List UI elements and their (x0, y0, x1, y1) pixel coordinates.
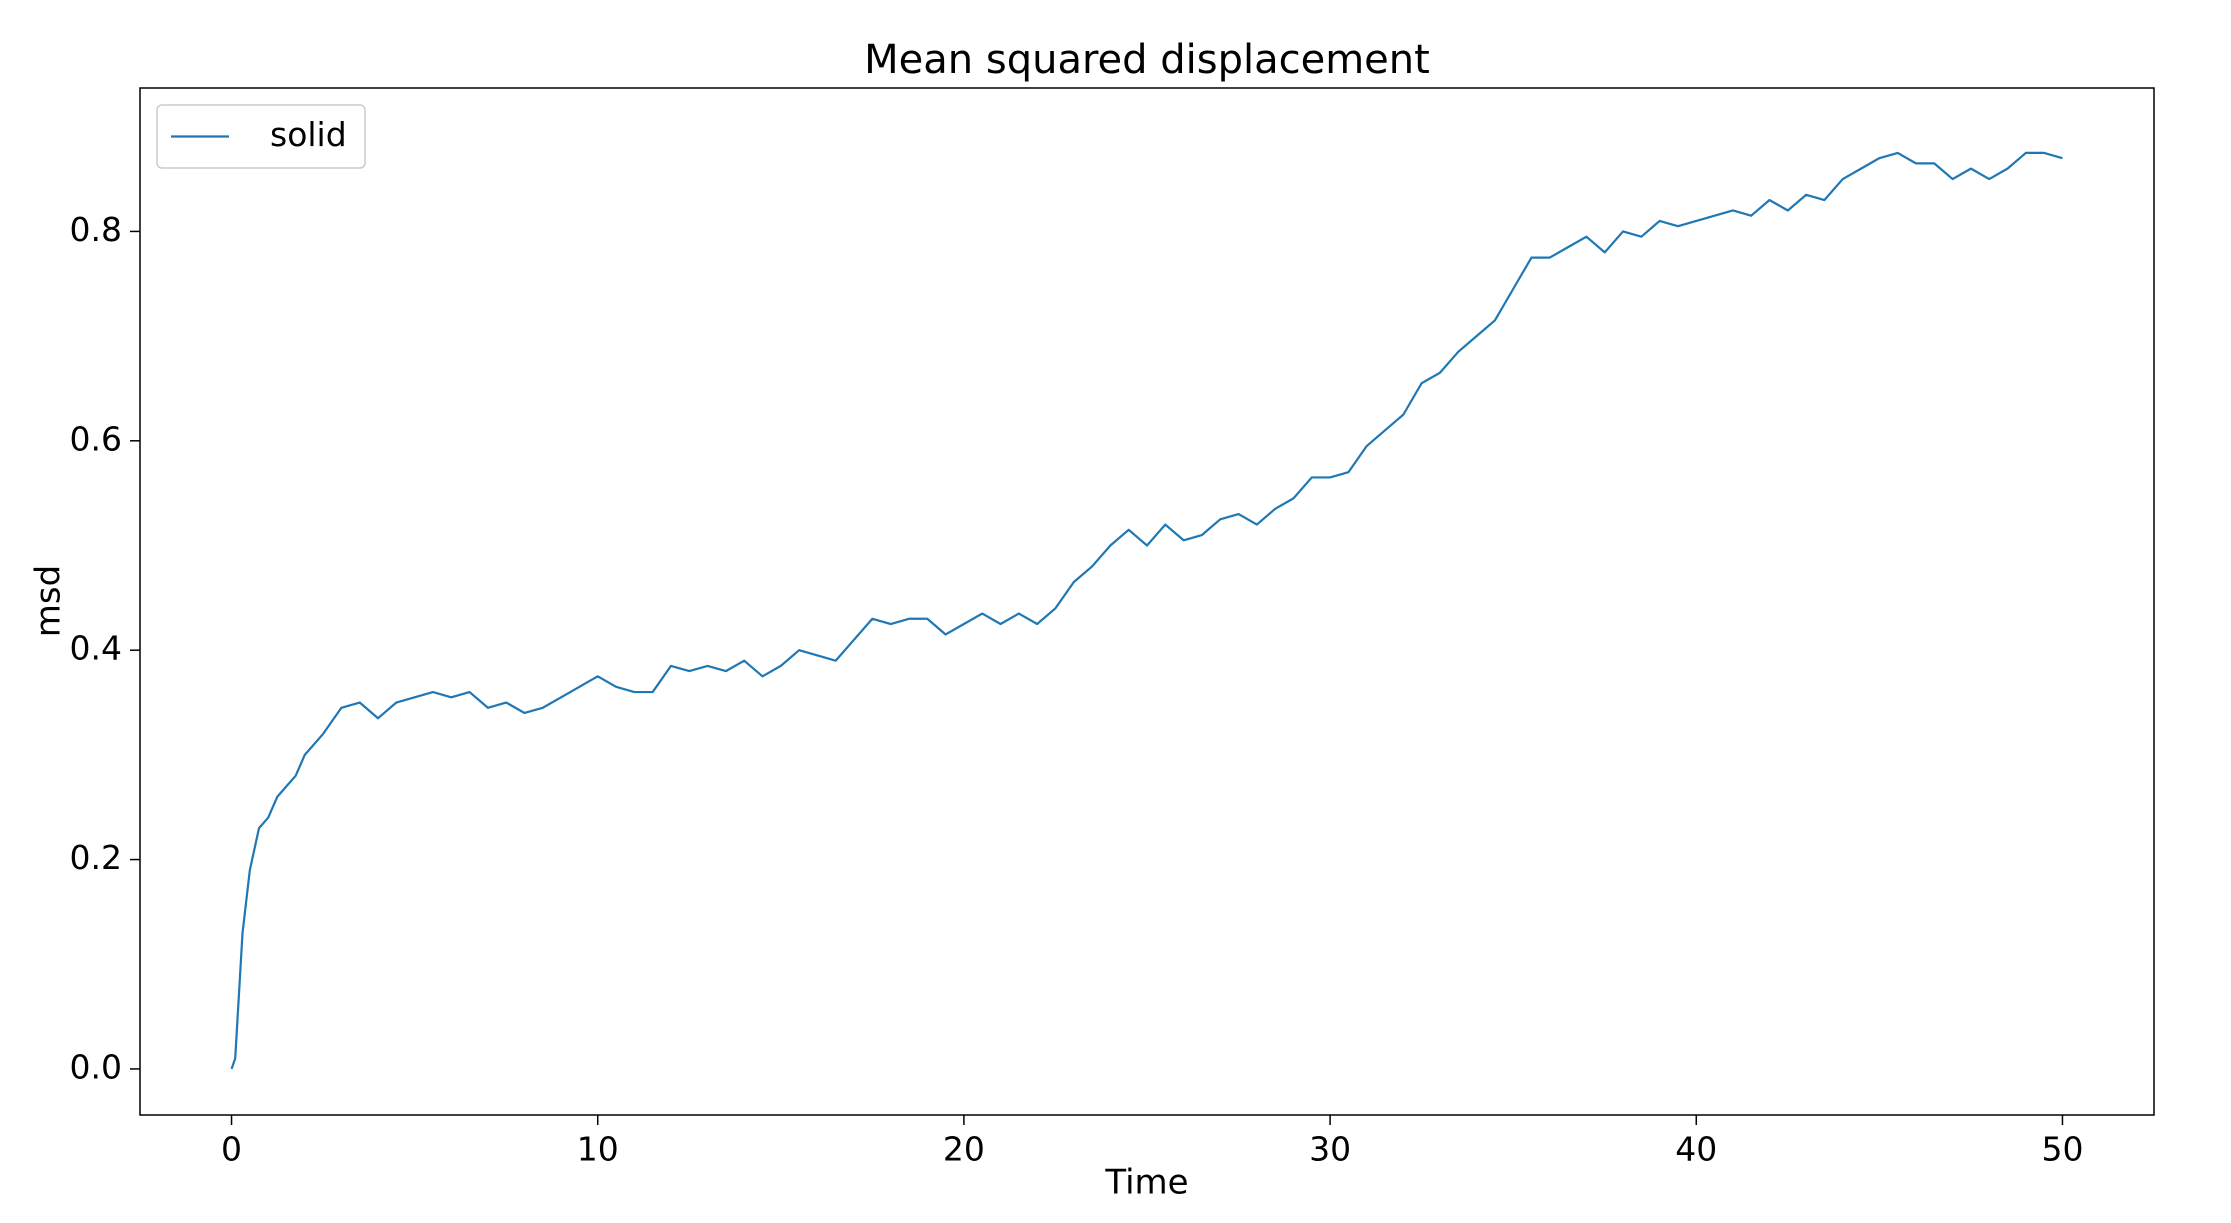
x-tick-label: 30 (1309, 1130, 1351, 1169)
x-tick-label: 50 (2041, 1130, 2083, 1169)
x-tick-label: 10 (577, 1130, 619, 1169)
legend-box (156, 104, 366, 169)
x-tick-label: 40 (1675, 1130, 1717, 1169)
y-tick-label: 0.2 (70, 838, 122, 877)
line-series (230, 151, 2063, 1070)
plot-frame (139, 87, 2155, 1116)
y-tick-label: 0.6 (70, 419, 122, 458)
y-axis-label: msd (29, 565, 69, 637)
x-tick-label: 0 (221, 1130, 242, 1169)
y-tick-label: 0.8 (70, 210, 122, 249)
x-axis-label: Time (1104, 1163, 1188, 1203)
y-tick-label: 0.0 (70, 1047, 122, 1086)
x-tick-label: 20 (943, 1130, 985, 1169)
legend-label: solid (270, 115, 347, 154)
y-tick-label: 0.4 (70, 629, 122, 668)
chart-title: Mean squared displacement (864, 37, 1430, 83)
